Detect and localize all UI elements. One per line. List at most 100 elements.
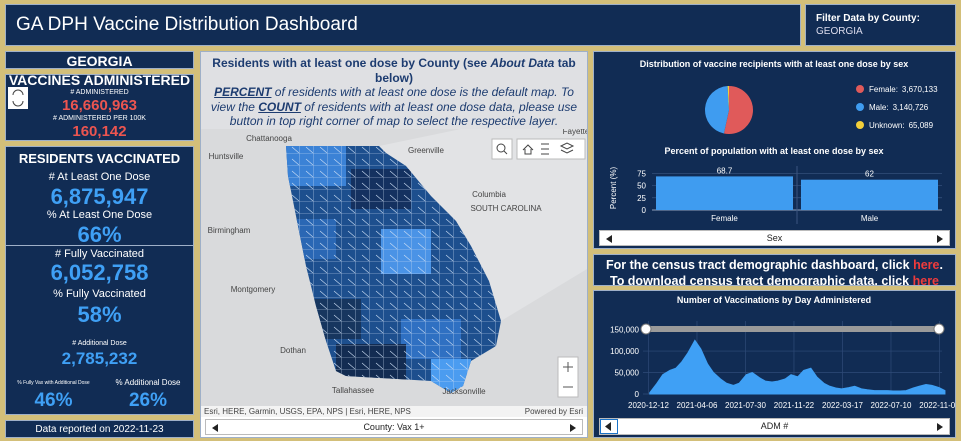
legend-value: 65,089 xyxy=(908,121,934,130)
map-label: SOUTH CAROLINA xyxy=(470,204,542,213)
text: . xyxy=(939,258,943,272)
daily-footer-label: ADM # xyxy=(760,421,789,431)
legend-swatch xyxy=(856,103,864,111)
map[interactable]: Chattanooga Greenville Huntsville Fayette Co… xyxy=(201,129,587,406)
pie-slice xyxy=(723,86,753,134)
icon[interactable] xyxy=(8,87,28,109)
y-tick-label: 75 xyxy=(637,169,646,178)
map-label: Jacksonville xyxy=(442,387,486,396)
slider-handle xyxy=(640,323,652,335)
map-footer[interactable]: County: Vax 1+ xyxy=(205,419,583,435)
pie-slice xyxy=(705,86,729,134)
daily-footer[interactable]: ADM # xyxy=(599,418,950,435)
chart-title: Number of Vaccinations by Day Administer… xyxy=(677,295,871,305)
next-arrow[interactable] xyxy=(937,423,943,431)
legend-name: Unknown xyxy=(869,121,905,130)
data-label: 62 xyxy=(865,170,874,179)
state: GEORGIA xyxy=(66,53,133,69)
text: About Data xyxy=(490,56,555,70)
x-tick-label: Male xyxy=(861,214,879,223)
administered-title: VACCINES ADMINISTERED xyxy=(8,74,191,88)
prev-arrow[interactable] xyxy=(606,235,612,243)
map-body: PERCENT of residents with at least one d… xyxy=(207,85,581,129)
text: For the census tract demographic dashboa… xyxy=(606,258,914,272)
prev-arrow[interactable] xyxy=(212,424,218,432)
bar xyxy=(656,176,793,210)
value: 46% xyxy=(6,390,101,412)
state-area xyxy=(379,129,587,321)
sex-footer[interactable]: Sex xyxy=(599,230,950,246)
label: % Fully Vax with Additional Dose xyxy=(17,380,90,386)
administered-value: 16,660,963 xyxy=(61,97,138,114)
census-panel: For the census tract demographic dashboa… xyxy=(593,254,956,286)
legend-item: Male3,140,726 xyxy=(856,103,928,112)
y-tick-label: 150,000 xyxy=(610,326,639,335)
label: % At Least One Dose xyxy=(46,209,153,221)
link[interactable]: here xyxy=(912,274,940,286)
filter-label: Filter Data by County: xyxy=(816,13,920,24)
legend-swatch xyxy=(856,85,864,93)
y-tick-label: 100,000 xyxy=(610,347,639,356)
prev-arrow[interactable] xyxy=(600,419,618,434)
reported-box: Data reported on 2022-11-23 xyxy=(5,420,194,438)
map-label: Dothan xyxy=(280,346,306,355)
map-label: Fayette xyxy=(563,129,587,136)
sex-footer-label: Sex xyxy=(766,233,783,243)
legend-item: Female3,670,133 xyxy=(856,85,938,94)
per100k-value: 160,142 xyxy=(72,123,127,140)
x-tick-label: 2022-03-17 xyxy=(822,401,863,410)
range-slider xyxy=(646,326,939,332)
map-label: Tallahassee xyxy=(332,386,375,395)
map-footer-label: County: Vax 1+ xyxy=(363,422,425,432)
y-axis-title: Percent (%) xyxy=(609,167,618,210)
text: COUNT xyxy=(258,99,301,114)
powered: Powered by Esri xyxy=(524,407,583,416)
y-tick-label: 25 xyxy=(637,194,646,203)
y-tick-label: 0 xyxy=(642,206,647,215)
next-arrow[interactable] xyxy=(570,424,576,432)
x-tick-label: 2021-11-22 xyxy=(774,401,815,410)
text: of residents with at least one dose is t… xyxy=(210,85,574,114)
text: of residents with at least one dose data… xyxy=(229,99,578,129)
administered-panel: VACCINES ADMINISTERED # ADMINISTERED 16,… xyxy=(5,74,194,141)
x-tick-label: 2020-12-12 xyxy=(628,401,669,410)
area xyxy=(649,339,946,395)
map-labels: Chattanooga Greenville Huntsville Fayette Co… xyxy=(208,129,587,396)
chart-title: Percent of population with at least one … xyxy=(664,146,883,156)
value: 58% xyxy=(77,302,122,327)
pie-slice xyxy=(727,86,729,110)
text: To download census tract demographic dat… xyxy=(609,274,913,286)
sex-panel: Distribution of vaccine recipients with … xyxy=(593,51,956,249)
pie-chart: Distribution of vaccine recipients with … xyxy=(640,59,909,134)
label: # Fully Vaccinated xyxy=(54,248,145,260)
x-tick-label: 2021-04-06 xyxy=(677,401,718,410)
legend-value: 3,140,726 xyxy=(892,103,929,112)
bar xyxy=(801,179,938,210)
label: # Additional Dose xyxy=(72,340,127,347)
legend-name: Male xyxy=(869,103,889,112)
map-panel: Residents with at least one dose by Coun… xyxy=(200,51,588,438)
text: Residents with at least one dose by Coun… xyxy=(212,56,491,70)
title: GA DPH Vaccine Distribution Dashboard xyxy=(16,14,358,35)
y-tick-label: 50,000 xyxy=(615,369,640,378)
next-arrow[interactable] xyxy=(937,235,943,243)
map-heading: Residents with at least one dose by Coun… xyxy=(207,56,581,85)
map-label: Montgomery xyxy=(231,285,275,294)
y-tick-label: 50 xyxy=(637,182,646,191)
x-tick-label: Female xyxy=(711,214,738,223)
map-tools[interactable] xyxy=(491,138,586,398)
daily-panel: Number of Vaccinations by Day Administer… xyxy=(593,290,956,438)
label: # At Least One Dose xyxy=(48,171,151,183)
value: 26% xyxy=(101,390,195,412)
residents-title: RESIDENTS VACCINATED xyxy=(18,151,181,166)
reported: Data reported on 2022-11-23 xyxy=(35,424,164,435)
residents-panel: RESIDENTS VACCINATED # At Least One Dose… xyxy=(5,146,194,415)
chart-title: Distribution of vaccine recipients with … xyxy=(640,59,909,69)
filter[interactable]: Filter Data by County: GEORGIA xyxy=(805,4,956,46)
map-label: Chattanooga xyxy=(246,134,292,143)
map-label: Huntsville xyxy=(209,152,244,161)
link[interactable]: here xyxy=(913,258,940,272)
x-tick-label: 2021-07-30 xyxy=(725,401,766,410)
bar-chart: Percent of population with at least one … xyxy=(609,146,942,224)
